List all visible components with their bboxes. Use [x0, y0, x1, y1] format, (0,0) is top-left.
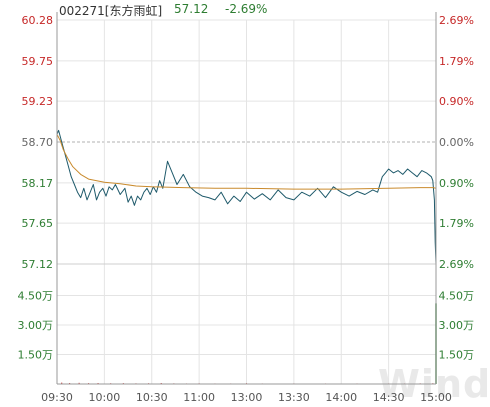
time-tick-label: 10:30: [136, 391, 168, 404]
last-price: 57.12: [174, 2, 209, 16]
grid-lines: [56, 19, 437, 384]
axis-labels: 60.28 2.69% 59.75 1.79% 59.23 0.90% 58.70 0.00%…: [18, 14, 475, 404]
time-tick-label: 10:00: [89, 391, 121, 404]
volume-tick-label-right: 4.50万: [439, 290, 475, 303]
time-tick-label: 13:30: [278, 391, 310, 404]
axes: [56, 12, 437, 385]
volume-tick-label: 3.00万: [18, 319, 54, 332]
time-tick-label: 14:30: [373, 391, 405, 404]
price-tick-label: 59.75: [22, 55, 54, 68]
pct-tick-label: 2.69%: [439, 14, 474, 27]
pct-tick-label: 0.90%: [439, 95, 474, 108]
time-tick-label: 11:00: [183, 391, 215, 404]
price-tick-label: 58.17: [22, 177, 54, 190]
pct-tick-label: 2.69%: [439, 258, 474, 271]
time-tick-label: 15:00: [420, 391, 452, 404]
average-price-line: [56, 134, 437, 190]
pct-tick-label: 0.90%: [439, 177, 474, 190]
price-line: [56, 129, 437, 265]
price-tick-label: 59.23: [22, 95, 54, 108]
pct-tick-label: 0.00%: [439, 136, 474, 149]
time-tick-label: 14:00: [325, 391, 357, 404]
time-tick-label: 09:30: [41, 391, 73, 404]
volume-tick-label: 4.50万: [18, 290, 54, 303]
change-percent: -2.69%: [225, 2, 268, 16]
price-tick-label: 60.28: [22, 14, 54, 27]
price-tick-label: 57.12: [22, 258, 54, 271]
price-tick-label: 57.65: [22, 217, 54, 230]
pct-tick-label: 1.79%: [439, 55, 474, 68]
volume-tick-label: 1.50万: [18, 349, 54, 362]
time-tick-label: 13:00: [231, 391, 263, 404]
volume-tick-label-right: 1.50万: [439, 349, 475, 362]
price-tick-label: 58.70: [22, 136, 54, 149]
stock-code-name: 002271[东方雨虹]: [59, 4, 163, 18]
volume-tick-label-right: 3.00万: [439, 319, 475, 332]
pct-tick-label: 1.79%: [439, 217, 474, 230]
series-lines: [56, 129, 437, 265]
